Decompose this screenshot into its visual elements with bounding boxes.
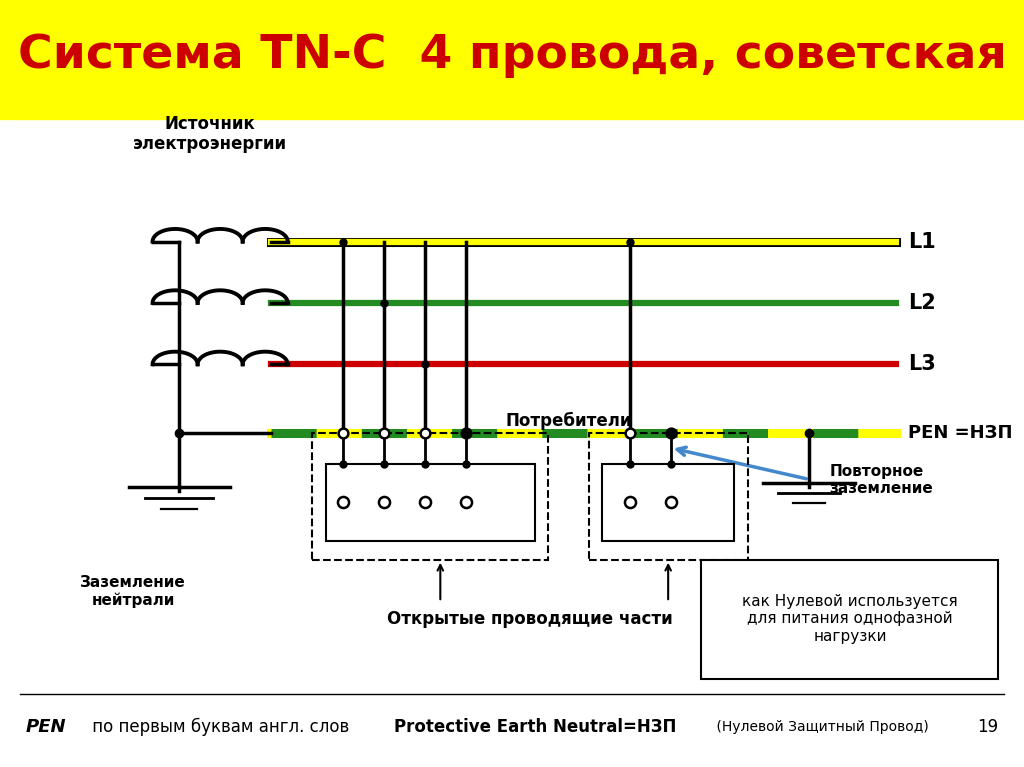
Text: Повторное
заземление: Повторное заземление [829,464,933,496]
Bar [326,464,535,541]
Text: PEN =НЗП: PEN =НЗП [908,424,1013,443]
Text: Заземление
нейтрали: Заземление нейтрали [80,575,186,608]
Text: по первым буквам англ. слов: по первым буквам англ. слов [87,718,354,736]
Text: L1: L1 [908,232,936,252]
Text: Потребители: Потребители [505,411,632,430]
Bar [589,433,748,560]
Text: 19: 19 [977,718,998,736]
Bar [312,433,548,560]
Text: как Нулевой используется
для питания однофазной
нагрузки: как Нулевой используется для питания одн… [742,594,957,644]
Bar [701,560,998,679]
Text: Источник
электроэнергии: Источник электроэнергии [133,114,287,153]
Text: Система TN-C  4 провода, советская: Система TN-C 4 провода, советская [17,33,1007,78]
Text: PEN: PEN [26,718,67,736]
Text: L2: L2 [908,293,936,313]
Text: (Нулевой Защитный Провод): (Нулевой Защитный Провод) [712,720,929,734]
Text: L3: L3 [908,354,936,374]
Text: Открытые проводящие части: Открытые проводящие части [387,610,673,627]
Bar [602,464,734,541]
Bar [0,0,1024,119]
Text: Protective Earth Neutral=НЗП: Protective Earth Neutral=НЗП [394,718,677,736]
